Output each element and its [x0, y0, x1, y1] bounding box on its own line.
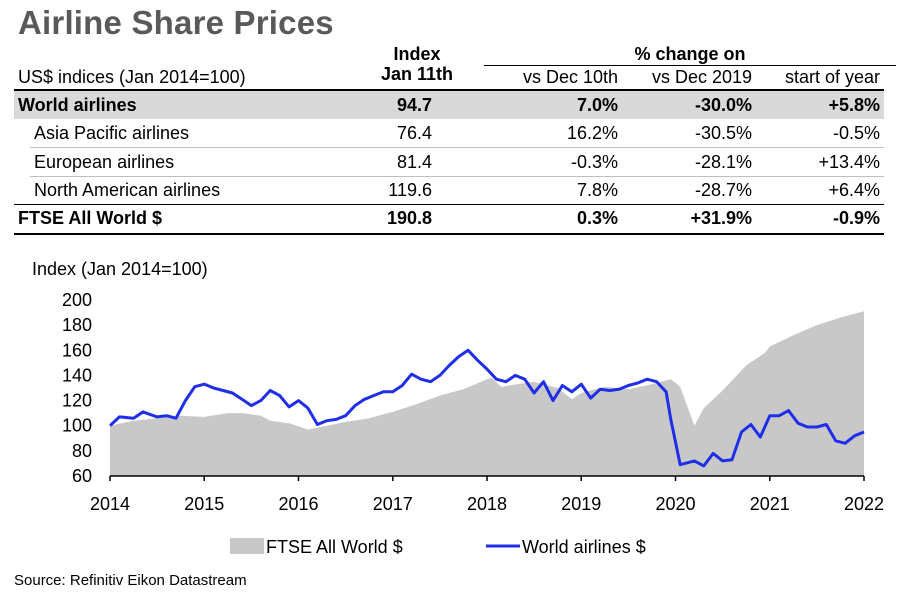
table-row: North American airlines 119.6 7.8% -28.7…	[14, 176, 884, 204]
row-index: 190.8	[386, 208, 432, 228]
x-tick-label: 2021	[750, 494, 790, 514]
y-tick-label: 140	[62, 365, 92, 385]
x-tick-label: 2018	[467, 494, 507, 514]
y-tick-label: 120	[62, 391, 92, 411]
row-soy: -0.5%	[832, 123, 880, 143]
col-header-dec2019: vs Dec 2019	[651, 67, 752, 87]
x-tick-label: 2019	[561, 494, 601, 514]
pct-change-header: % change on	[634, 44, 746, 64]
table-row: World airlines 94.7 7.0% -30.0% +5.8%	[14, 91, 884, 119]
row-dec2019: -30.5%	[694, 123, 752, 143]
row-name: Asia Pacific airlines	[34, 123, 190, 143]
row-dec10: 7.8%	[576, 180, 618, 200]
y-tick-label: 200	[62, 290, 92, 310]
row-soy: +5.8%	[828, 95, 880, 115]
line-world-airlines	[108, 348, 865, 468]
row-soy: +13.4%	[818, 152, 880, 172]
table-bottom-rule	[14, 233, 884, 235]
area-ftse-all-world	[110, 311, 864, 476]
y-axis-label: Index (Jan 2014=100)	[32, 259, 208, 279]
legend: FTSE All World $ World airlines $	[230, 537, 646, 557]
row-divider	[30, 176, 884, 177]
table-subtitle: US$ indices (Jan 2014=100)	[18, 67, 246, 87]
x-tick-label: 2022	[844, 494, 884, 514]
y-tick-label: 160	[62, 340, 92, 360]
row-soy: -0.9%	[832, 208, 880, 228]
row-dec10: 0.3%	[576, 208, 618, 228]
row-name: North American airlines	[34, 180, 221, 200]
source-note: Source: Refinitiv Eikon Datastream	[14, 572, 247, 589]
x-tick-label: 2015	[184, 494, 224, 514]
plot-area	[108, 311, 865, 476]
row-dec10: 16.2%	[566, 123, 618, 143]
row-dec10: -0.3%	[570, 152, 618, 172]
pct-header-underline	[484, 65, 896, 66]
row-index: 119.6	[388, 180, 432, 200]
table-row: European airlines 81.4 -0.3% -28.1% +13.…	[14, 148, 884, 176]
index-header: Index Jan 11th	[370, 44, 464, 84]
row-dec2019: -28.1%	[694, 152, 752, 172]
legend-label-airlines: World airlines $	[522, 537, 646, 557]
col-header-start-of-year: start of year	[784, 67, 880, 87]
row-divider	[14, 204, 884, 205]
row-index: 81.4	[396, 152, 432, 172]
table-row: FTSE All World $ 190.8 0.3% +31.9% -0.9%	[14, 204, 884, 232]
row-dec2019: -28.7%	[694, 180, 752, 200]
table-top-rule	[14, 89, 884, 91]
row-divider	[30, 147, 884, 148]
row-name: FTSE All World $	[18, 208, 163, 228]
row-dec2019: -30.0%	[694, 95, 752, 115]
x-axis: 2014 2015 2016 2017 2018 2019 2020 2021 2022	[90, 475, 884, 514]
x-tick-label: 2020	[655, 494, 695, 514]
index-header-line1: Index	[393, 44, 441, 64]
y-axis: 60 80 100 120 140 160 180 200	[62, 290, 92, 486]
row-dec10: 7.0%	[576, 95, 618, 115]
col-header-dec10: vs Dec 10th	[522, 67, 618, 87]
row-soy: +6.4%	[828, 180, 880, 200]
x-tick-label: 2016	[278, 494, 318, 514]
y-tick-label: 180	[62, 315, 92, 335]
row-name: World airlines	[18, 95, 137, 115]
legend-label-ftse: FTSE All World $	[266, 537, 403, 557]
row-name: European airlines	[34, 152, 175, 172]
legend-swatch-ftse	[230, 538, 264, 554]
page-title: Airline Share Prices	[18, 4, 334, 41]
x-tick-label: 2017	[373, 494, 413, 514]
index-header-line2: Jan 11th	[380, 64, 454, 84]
table-row: Asia Pacific airlines 76.4 16.2% -30.5% …	[14, 119, 884, 147]
row-index: 94.7	[396, 95, 432, 115]
x-tick-label: 2014	[90, 494, 130, 514]
y-tick-label: 80	[72, 441, 92, 461]
row-dec2019: +31.9%	[690, 208, 752, 228]
y-tick-label: 100	[62, 416, 92, 436]
y-tick-label: 60	[72, 466, 92, 486]
row-index: 76.4	[396, 123, 432, 143]
